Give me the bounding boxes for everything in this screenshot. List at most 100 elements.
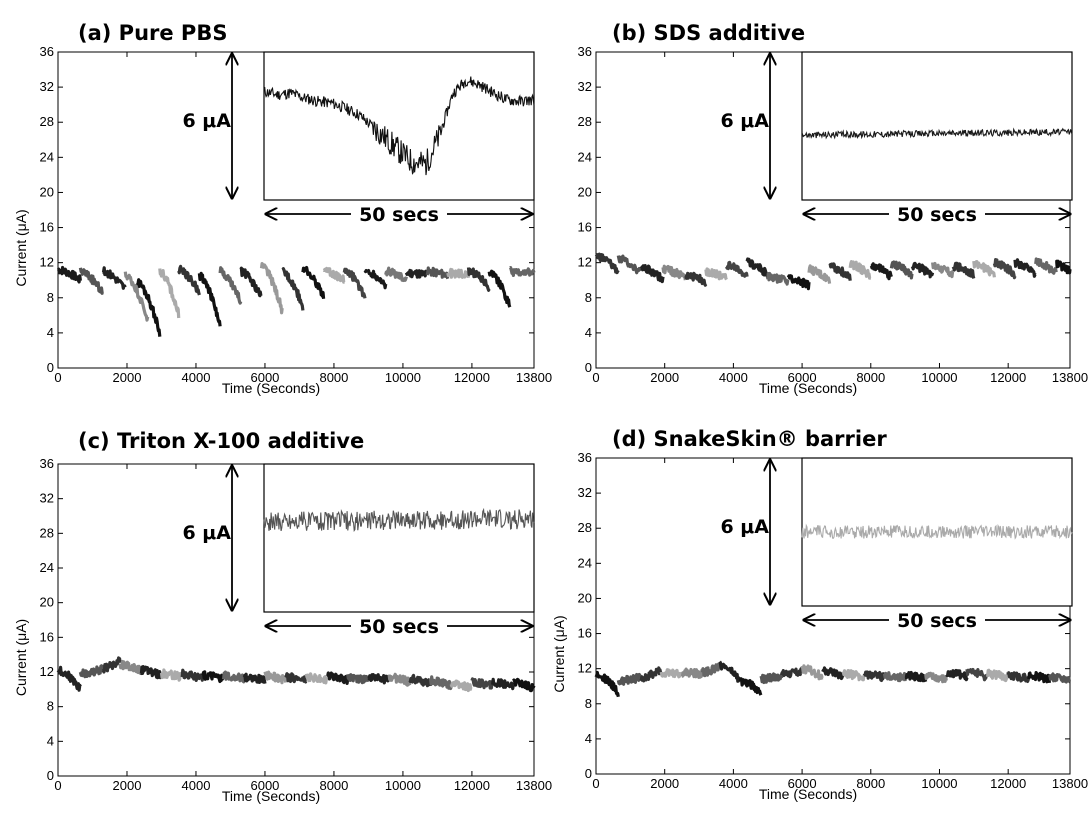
x-tick-label: 8000 [856, 776, 885, 791]
duration-label-bg [351, 202, 447, 224]
data-segment [931, 261, 955, 279]
data-segment [738, 677, 763, 696]
y-tick-label: 8 [47, 699, 54, 714]
amplitude-label: 6 μA [182, 522, 231, 544]
inset: 6 μA 50 secs [182, 51, 535, 226]
y-tick-label: 24 [578, 555, 592, 570]
x-tick-label: 10000 [921, 370, 957, 385]
inset-trace [263, 76, 535, 176]
amplitude-label: 6 μA [720, 110, 769, 132]
x-tick-label: 8000 [856, 370, 885, 385]
data-segment [159, 668, 184, 682]
data-segment [680, 667, 705, 679]
x-axis-label: Time (Seconds) [759, 786, 857, 802]
data-segment [263, 670, 288, 685]
duration-label: 50 secs [897, 610, 977, 632]
x-tick-label: 13800 [516, 778, 552, 793]
data-segment [821, 666, 845, 681]
data-segment [384, 266, 408, 282]
data-segment [78, 267, 104, 295]
data-segment [487, 269, 512, 308]
duration-label: 50 secs [359, 204, 439, 226]
data-segment [786, 274, 811, 291]
y-tick-label: 0 [585, 360, 592, 375]
y-tick-label: 12 [40, 664, 54, 679]
amplitude-label: 6 μA [720, 516, 769, 538]
y-tick-label: 36 [40, 44, 54, 59]
y-tick-label: 4 [585, 731, 592, 746]
y-tick-label: 32 [40, 491, 54, 506]
x-tick-label: 10000 [385, 778, 421, 793]
data-segment [841, 669, 866, 682]
y-tick-label: 28 [40, 114, 54, 129]
inset-frame [263, 51, 535, 201]
data-segment [326, 671, 350, 685]
data-segment [408, 673, 433, 688]
panel-title: (d) SnakeSkin® barrier [612, 427, 887, 451]
x-tick-label: 10000 [921, 776, 957, 791]
duration-label-bg [889, 608, 985, 630]
y-tick-label: 16 [578, 220, 592, 235]
x-tick-label: 12000 [990, 370, 1026, 385]
x-tick-label: 2000 [113, 370, 142, 385]
duration-label-bg [889, 202, 985, 224]
inset-frame [263, 463, 535, 613]
y-tick-label: 0 [47, 360, 54, 375]
data-segment [800, 664, 824, 681]
y-tick-label: 24 [578, 149, 592, 164]
y-tick-label: 16 [40, 220, 54, 235]
inset: 6 μA 50 secs [182, 463, 535, 638]
y-tick-label: 24 [40, 149, 54, 164]
x-tick-label: 8000 [319, 370, 348, 385]
data-segment [218, 266, 243, 305]
data-segment [222, 670, 246, 684]
data-segment [466, 267, 491, 292]
data-segment [363, 268, 388, 290]
data-segment [446, 267, 471, 279]
y-tick-label: 0 [47, 768, 54, 783]
y-tick-label: 28 [578, 520, 592, 535]
data-segment [425, 266, 450, 280]
x-tick-label: 0 [592, 370, 599, 385]
data-segment [139, 665, 163, 680]
x-tick-label: 0 [54, 370, 61, 385]
duration-label-bg [351, 614, 447, 636]
y-tick-label: 32 [578, 79, 592, 94]
panel-title: (c) Triton X-100 additive [78, 429, 364, 453]
x-tick-label: 6000 [788, 776, 817, 791]
data-segment [404, 268, 429, 279]
data-segment [904, 670, 928, 683]
data-segment [745, 257, 770, 278]
data-segment [449, 679, 473, 693]
data-segment [259, 262, 284, 315]
x-tick-label: 4000 [719, 370, 748, 385]
duration-label: 50 secs [897, 204, 977, 226]
data-segment [56, 265, 82, 284]
x-tick-label: 6000 [788, 370, 817, 385]
data-segment [301, 265, 326, 299]
x-axis-label: Time (Seconds) [222, 788, 320, 804]
data-segment [284, 672, 308, 684]
y-tick-label: 8 [585, 696, 592, 711]
data-segment [986, 668, 1010, 683]
y-tick-label: 0 [585, 766, 592, 781]
data-segment [1006, 671, 1031, 683]
data-segment [848, 260, 872, 280]
y-axis-label: Current (μA) [551, 615, 567, 692]
data-segment [1047, 672, 1071, 684]
data-segment [509, 266, 536, 277]
y-tick-label: 12 [40, 255, 54, 270]
data-segment [78, 664, 105, 679]
x-tick-label: 12000 [454, 370, 490, 385]
y-tick-label: 36 [578, 44, 592, 59]
x-tick-label: 6000 [250, 778, 279, 793]
chart-panel-c: (c) Triton X-100 additive 0 4 8 12 16 20 24 28 32… [13, 429, 552, 804]
data-segment [807, 264, 832, 284]
y-tick-label: 32 [40, 79, 54, 94]
data-segment [661, 264, 687, 281]
data-segment [470, 677, 495, 690]
data-segment [101, 656, 122, 674]
x-axis-label: Time (Seconds) [759, 380, 857, 396]
data-segment [965, 667, 989, 682]
